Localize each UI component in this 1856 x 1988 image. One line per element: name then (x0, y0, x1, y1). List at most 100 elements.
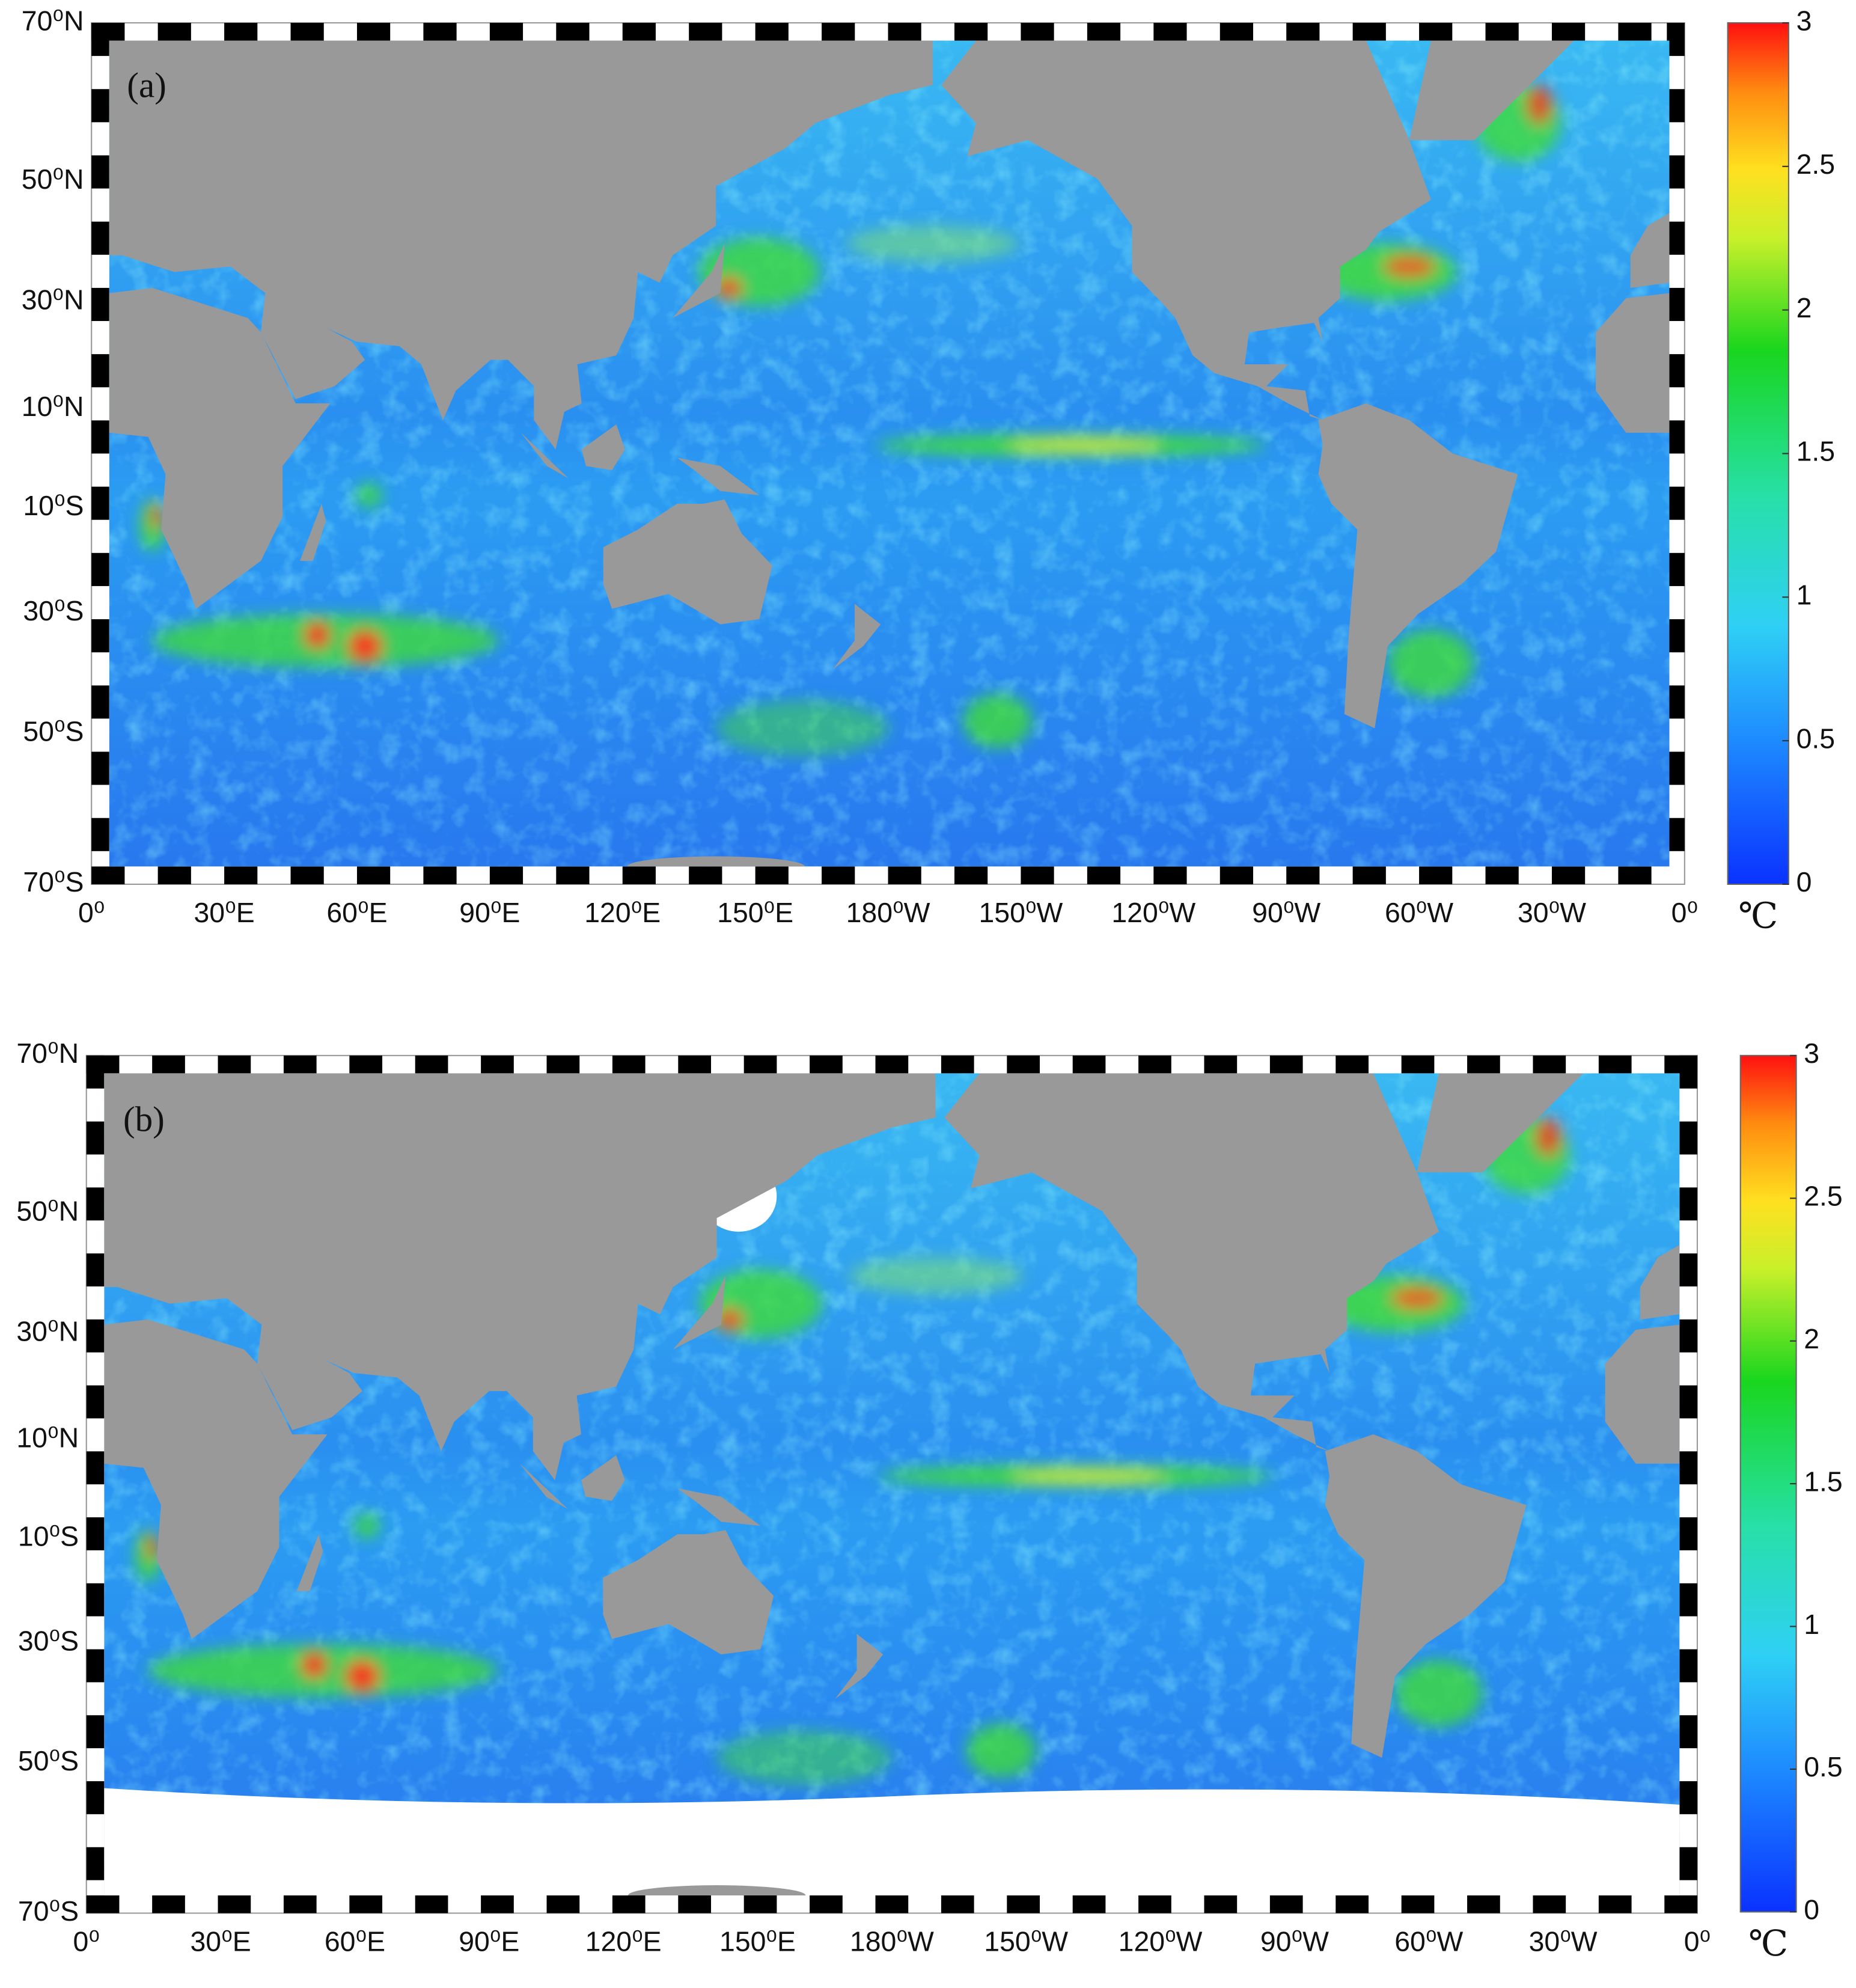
frame-check (423, 866, 457, 884)
colorbar-tick-label: 2.5 (1804, 1181, 1843, 1212)
frame-check (415, 1055, 448, 1074)
frame-check (1220, 22, 1253, 41)
land (832, 604, 881, 670)
colorbar-tick-label: 0 (1796, 866, 1812, 898)
colorbar-tick-label: 2 (1804, 1323, 1819, 1354)
frame-check (1007, 1895, 1040, 1913)
frame-check (1667, 685, 1685, 719)
lat-label: 50⁰N (16, 1196, 79, 1227)
land (677, 1488, 761, 1526)
frame-check (546, 1055, 580, 1074)
colorbar-tick-label: 1 (1804, 1609, 1819, 1640)
frame-check (481, 1055, 514, 1074)
frame-check (1667, 818, 1685, 851)
frame-check (1679, 1847, 1697, 1880)
lon-label: 60⁰W (1394, 1925, 1463, 1957)
map (104, 1073, 1680, 1895)
frame-check (1598, 1895, 1632, 1913)
frame-check (1533, 1055, 1566, 1074)
colorbar-unit: ℃ (1738, 896, 1778, 936)
lat-label: 10⁰S (18, 1520, 79, 1552)
frame-check (91, 354, 109, 388)
land (835, 1634, 884, 1699)
lon-label: 30⁰E (194, 897, 254, 928)
land (1417, 1073, 1584, 1173)
lon-label: 60⁰E (326, 897, 387, 928)
frame-check (822, 22, 855, 41)
frame-check (678, 1055, 712, 1074)
frame-check (1679, 1055, 1697, 1089)
frame-check (86, 1781, 105, 1814)
panel-label: (a) (127, 65, 166, 105)
sea-ice (104, 1788, 1680, 1895)
frame-check (1667, 22, 1685, 57)
lon-label: 0⁰ (73, 1925, 100, 1957)
colorbar-tick-label: 3 (1804, 1038, 1819, 1069)
colorbar (1727, 22, 1789, 885)
frame-check (1336, 1895, 1369, 1913)
frame-check (1138, 1895, 1171, 1913)
frame-check (349, 1895, 383, 1913)
lon-label: 120⁰E (585, 1925, 662, 1957)
anomaly (716, 277, 742, 299)
frame-check (810, 1895, 843, 1913)
frame-check (954, 866, 988, 884)
frame-check (91, 420, 109, 454)
frame-check (86, 1055, 105, 1089)
frame-check (91, 685, 109, 719)
lon-label: 120⁰E (584, 897, 661, 928)
land (1409, 40, 1574, 141)
lon-label: 0⁰ (78, 897, 105, 928)
land (104, 1319, 328, 1639)
land (673, 243, 725, 319)
anomaly-blobs (139, 85, 1561, 756)
map (109, 40, 1670, 867)
anomaly (1390, 1287, 1444, 1310)
lon-label: 150⁰W (978, 897, 1063, 928)
land (581, 1455, 625, 1501)
frame-check (283, 1895, 317, 1913)
frame-check (875, 1895, 909, 1913)
frame-check (152, 1055, 185, 1074)
lon-label: 150⁰E (717, 897, 793, 928)
frame-check (86, 1895, 120, 1913)
frame-check (1667, 221, 1685, 255)
land (1595, 293, 1670, 433)
frame-check (91, 287, 109, 322)
land (677, 457, 760, 495)
frame-check (1021, 866, 1054, 884)
frame-check (941, 1895, 974, 1913)
frame-check (481, 1895, 514, 1913)
frame-check (91, 818, 109, 851)
frame-check (283, 1055, 317, 1074)
land (296, 1534, 323, 1591)
lat-label: 30⁰N (22, 284, 84, 316)
frame-check (1679, 1781, 1697, 1814)
land (1325, 1434, 1527, 1758)
frame-check (1667, 354, 1685, 388)
anomaly (353, 1513, 380, 1539)
colorbar-tick-label: 2.5 (1796, 148, 1836, 180)
anomaly (301, 1651, 328, 1678)
land (109, 287, 331, 609)
frame-check (622, 22, 656, 41)
lat-label: 30⁰S (23, 595, 84, 626)
land (673, 1275, 726, 1350)
panel-label: (b) (123, 1099, 165, 1139)
frame-check (1269, 1055, 1303, 1074)
frame-check (1286, 22, 1320, 41)
lat-label: 10⁰N (22, 391, 84, 422)
frame-check (1087, 22, 1121, 41)
colorbar-tick-label: 1 (1796, 580, 1812, 611)
anomaly (848, 1257, 1024, 1294)
anomaly (966, 1723, 1037, 1778)
anomaly (1526, 85, 1552, 124)
frame-check (1533, 1895, 1566, 1913)
frame-check (91, 866, 125, 884)
frame-check (1485, 22, 1519, 41)
frame-check (1679, 1253, 1697, 1286)
frame-check (86, 1847, 105, 1880)
lat-label: 10⁰S (23, 490, 84, 521)
